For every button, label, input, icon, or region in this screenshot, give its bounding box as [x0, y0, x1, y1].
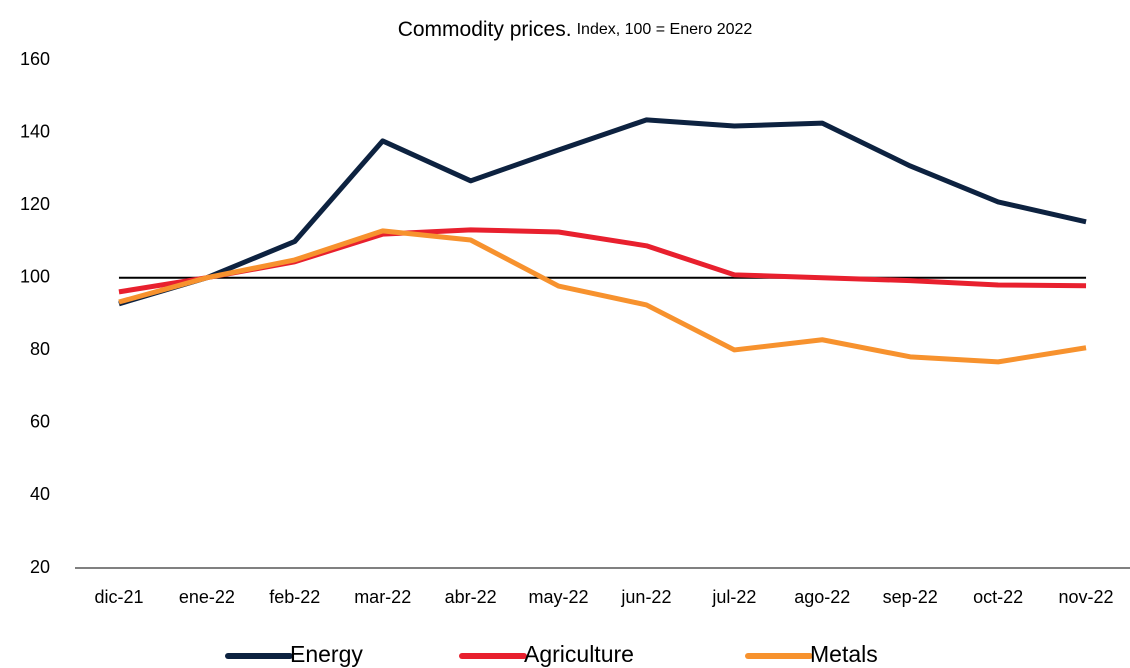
- series-line: [118, 228, 1087, 365]
- x-tick-label: jul-22: [711, 587, 756, 607]
- chart-title-group: Commodity prices. Index, 100 = Enero 202…: [398, 18, 753, 41]
- y-tick-label: 140: [20, 121, 50, 141]
- y-tick-label: 160: [20, 49, 50, 69]
- x-tick-label: oct-22: [973, 587, 1023, 607]
- legend-label: Metals: [810, 641, 878, 667]
- x-tick-label: feb-22: [269, 587, 320, 607]
- y-tick-label: 120: [20, 194, 50, 214]
- series-line: [118, 227, 1087, 295]
- x-tick-label: nov-22: [1059, 587, 1114, 607]
- y-tick-label: 20: [30, 557, 50, 577]
- x-tick-label: mar-22: [354, 587, 411, 607]
- x-tick-label: ago-22: [794, 587, 850, 607]
- chart-title: Commodity prices.: [398, 18, 572, 41]
- x-tick-label: may-22: [529, 587, 589, 607]
- legend-label: Energy: [290, 641, 363, 667]
- y-tick-label: 40: [30, 484, 50, 504]
- y-tick-label: 80: [30, 339, 50, 359]
- chart-subtitle: Index, 100 = Enero 2022: [577, 21, 753, 38]
- x-tick-label: dic-21: [94, 587, 143, 607]
- y-tick-label: 60: [30, 412, 50, 432]
- series-line: [118, 117, 1087, 307]
- x-tick-label: sep-22: [883, 587, 938, 607]
- legend-label: Agriculture: [524, 641, 634, 667]
- x-tick-label: ene-22: [179, 587, 235, 607]
- y-tick-label: 100: [20, 266, 50, 286]
- x-tick-label: abr-22: [445, 587, 497, 607]
- x-tick-label: jun-22: [620, 587, 671, 607]
